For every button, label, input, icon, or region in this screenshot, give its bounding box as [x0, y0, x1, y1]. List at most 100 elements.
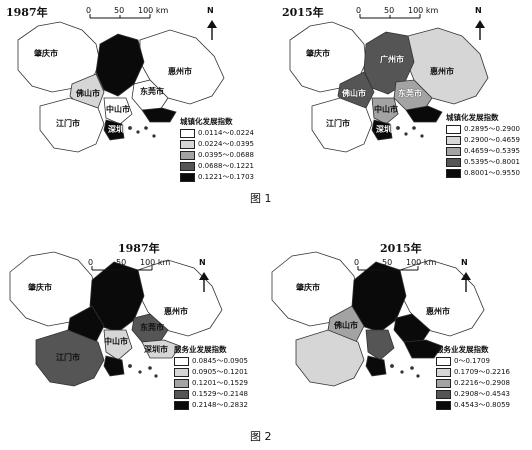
year-label-fig2-left: 1987年: [118, 242, 160, 255]
city-label: 深圳市: [144, 345, 168, 354]
north-label: N: [207, 6, 214, 15]
city-label: 江门市: [326, 119, 350, 128]
scale-bar-icon: [91, 266, 153, 271]
region-jiangmen: [39, 97, 105, 153]
legend-fig2-left: 服务业发展指数 0.0845～0.0905 0.0905～0.1201 0.12…: [174, 344, 248, 411]
city-label: 江门市: [56, 119, 80, 128]
legend-item: 0.8001～0.9550: [446, 168, 520, 179]
legend-item: 0.2895～0.2900: [446, 124, 520, 135]
city-label: 肇庆市: [34, 49, 58, 58]
legend-swatch: [174, 379, 189, 388]
scale-100km: 100 km: [408, 6, 439, 15]
legend-swatch: [174, 390, 189, 399]
scale-0: 0: [356, 6, 362, 15]
legend-swatch: [446, 136, 461, 145]
legend-item: 0.0845～0.0905: [174, 356, 248, 367]
legend-swatch: [436, 368, 451, 377]
scale-100km: 100 km: [406, 258, 437, 267]
region-shenzhen: [141, 107, 177, 123]
legend-item: 0.0114～0.0224: [180, 128, 254, 139]
map-fig1-2015: [289, 21, 489, 153]
legend-swatch: [436, 379, 451, 388]
legend-item: 0.1201～0.1529: [174, 378, 248, 389]
legend-label: 0.2895～0.2900: [464, 125, 520, 133]
legend-label: 0.1221～0.1703: [198, 173, 254, 181]
scale-bar-icon: [359, 14, 421, 19]
year-label-fig1-right: 2015年: [282, 6, 324, 19]
map-fig2-2015: [271, 251, 485, 387]
legend-label: 0.0114～0.0224: [198, 129, 254, 137]
legend-swatch: [174, 368, 189, 377]
legend-label: 0.1529～0.2148: [192, 390, 248, 398]
scale-bars: [89, 14, 421, 271]
legend-item: 0.2908～0.4543: [436, 389, 510, 400]
north-arrow-icon: [199, 272, 209, 292]
legend-swatch: [436, 357, 451, 366]
legend-swatch: [174, 401, 189, 410]
legend-item: 0～0.1709: [436, 356, 510, 367]
legend-label: 0.1709～0.2216: [454, 368, 510, 376]
legend-swatch: [446, 169, 461, 178]
city-label: 中山市: [374, 105, 398, 114]
legend-item: 0.2148～0.2832: [174, 400, 248, 411]
legend-title: 城镇化发展指数: [180, 117, 233, 126]
legend-swatch: [180, 173, 195, 182]
legend-swatch: [446, 158, 461, 167]
legend-swatch: [436, 401, 451, 410]
scale-50: 50: [382, 258, 393, 267]
legend-swatch: [436, 390, 451, 399]
legend-item: 0.1529～0.2148: [174, 389, 248, 400]
legend-swatch: [180, 140, 195, 149]
legend-label: 0.2908～0.4543: [454, 390, 510, 398]
city-label: 中山市: [104, 337, 128, 346]
legend-swatch: [180, 129, 195, 138]
legend-label: 0.0395～0.0688: [198, 151, 254, 159]
legend-item: 0.4543～0.8059: [436, 400, 510, 411]
north-arrow-icon: [475, 20, 485, 40]
north-arrow-icon: [207, 20, 217, 40]
year-label-fig2-right: 2015年: [380, 242, 422, 255]
legend-item: 0.5395～0.8001: [446, 157, 520, 168]
city-label: 中山市: [106, 105, 130, 114]
north-label: N: [199, 258, 206, 267]
legend-swatch: [180, 151, 195, 160]
region-huizhou: [139, 29, 225, 105]
year-label-fig1-left: 1987年: [6, 6, 48, 19]
scale-50: 50: [114, 6, 125, 15]
legend-title: 服务业发展指数: [436, 345, 489, 354]
region-jiangmen: [35, 329, 105, 387]
region-zhuhai: [371, 119, 393, 141]
city-label: 佛山市: [342, 89, 366, 98]
legend-fig2-right: 服务业发展指数 0～0.1709 0.1709～0.2216 0.2216～0.…: [436, 344, 510, 411]
legend-fig1-left: 城镇化发展指数 0.0114～0.0224 0.0224～0.0395 0.03…: [180, 116, 254, 183]
scale-0: 0: [88, 258, 94, 267]
region-zhongshan: [103, 97, 133, 125]
legend-label: 0.4659～0.5395: [464, 147, 520, 155]
map-fig2-1987: [9, 251, 223, 387]
region-zhuhai: [103, 119, 125, 141]
city-label: 肇庆市: [306, 49, 330, 58]
north-arrows: [199, 20, 485, 292]
legend-item: 0.0224～0.0395: [180, 139, 254, 150]
legend-title: 城镇化发展指数: [446, 113, 499, 122]
city-label: 广州市: [380, 55, 404, 64]
legend-item: 0.2216～0.2908: [436, 378, 510, 389]
legend-label: 0～0.1709: [454, 357, 490, 365]
city-label: 肇庆市: [28, 283, 52, 292]
legend-label: 0.4543～0.8059: [454, 401, 510, 409]
legend-item: 0.0688～0.1221: [180, 161, 254, 172]
city-label: 深圳: [376, 125, 392, 134]
scale-50: 50: [116, 258, 127, 267]
figure-caption-1: 图 1: [250, 192, 272, 205]
legend-swatch: [446, 125, 461, 134]
legend-item: 0.4659～0.5395: [446, 146, 520, 157]
legend-label: 0.0224～0.0395: [198, 140, 254, 148]
city-label: 惠州市: [168, 67, 192, 76]
legend-swatch: [180, 162, 195, 171]
region-jiangmen: [295, 329, 365, 387]
city-label: 佛山市: [334, 321, 358, 330]
city-label: 惠州市: [426, 307, 450, 316]
legend-label: 0.5395～0.8001: [464, 158, 520, 166]
scale-0: 0: [86, 6, 92, 15]
region-zhongshan: [103, 329, 133, 361]
